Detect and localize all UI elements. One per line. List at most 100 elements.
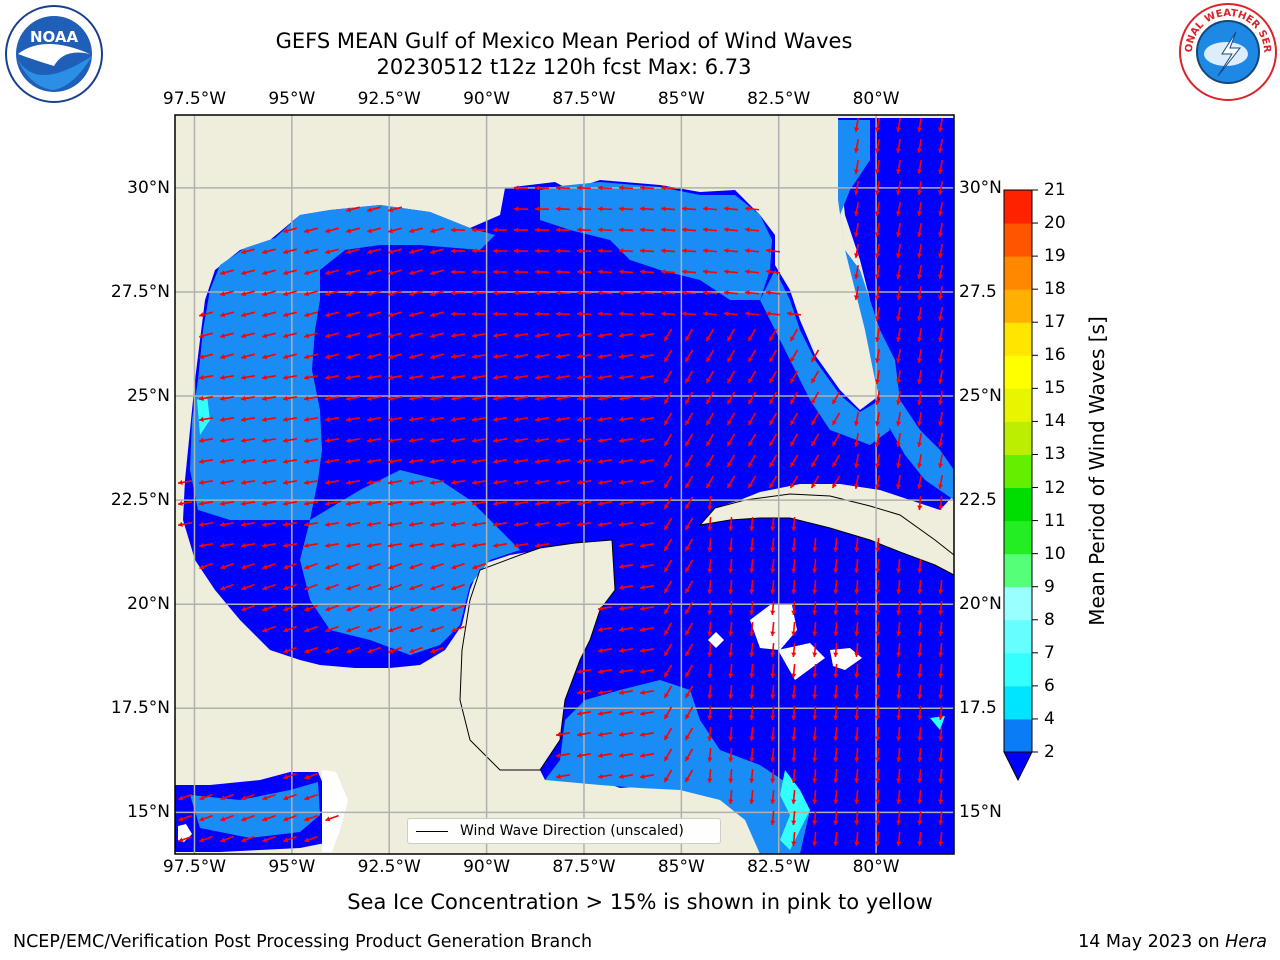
wind-arrow bbox=[618, 416, 634, 423]
lon-tick-label-top: 87.5°W bbox=[552, 89, 616, 109]
wind-arrow bbox=[854, 642, 860, 658]
wind-arrow bbox=[513, 227, 529, 233]
wind-arrow bbox=[853, 264, 860, 280]
wind-arrow bbox=[812, 579, 818, 595]
wind-arrow bbox=[450, 248, 466, 254]
wind-arrow bbox=[241, 269, 255, 276]
wind-arrow bbox=[409, 227, 423, 234]
wind-arrow bbox=[283, 772, 297, 780]
wind-arrow bbox=[408, 458, 424, 465]
wind-arrow bbox=[770, 768, 776, 784]
wind-arrow bbox=[896, 768, 902, 784]
wind-arrow bbox=[917, 831, 923, 847]
wind-arrow bbox=[198, 542, 214, 549]
wind-arrow bbox=[283, 227, 297, 234]
wind-arrow bbox=[555, 458, 571, 465]
wind-arrow bbox=[345, 437, 361, 444]
wind-arrow bbox=[513, 374, 529, 381]
wind-arrow bbox=[240, 479, 256, 486]
wind-arrow bbox=[916, 138, 923, 154]
lon-tick-label-bottom: 97.5°W bbox=[162, 857, 227, 877]
wind-arrow bbox=[684, 559, 694, 573]
wind-arrow bbox=[513, 332, 529, 339]
wind-arrow bbox=[916, 411, 923, 427]
wind-arrow bbox=[451, 604, 465, 612]
wind-arrow bbox=[684, 538, 694, 552]
wind-arrow bbox=[241, 248, 255, 255]
wind-arrow bbox=[707, 642, 713, 658]
wind-arrow bbox=[409, 290, 423, 297]
wind-arrow bbox=[534, 374, 550, 381]
wind-arrow bbox=[768, 328, 778, 342]
wind-arrow bbox=[555, 269, 571, 275]
wind-arrow bbox=[576, 353, 592, 360]
wind-arrow bbox=[768, 349, 778, 363]
wind-arrow bbox=[324, 500, 340, 507]
wind-arrow bbox=[747, 391, 757, 405]
wind-arrow bbox=[346, 604, 360, 612]
wind-arrow bbox=[534, 542, 550, 549]
wind-arrow bbox=[597, 626, 613, 633]
wind-arrow bbox=[325, 248, 339, 255]
wind-arrow bbox=[618, 668, 634, 675]
wind-arrow bbox=[833, 600, 839, 616]
wind-arrow bbox=[471, 395, 487, 402]
wind-arrow bbox=[303, 395, 319, 402]
wind-arrow bbox=[639, 668, 655, 675]
wind-arrow bbox=[430, 269, 444, 276]
wind-arrow bbox=[492, 374, 508, 381]
svg-text:NOAA: NOAA bbox=[30, 28, 79, 46]
wind-arrow bbox=[639, 206, 655, 212]
wind-arrow bbox=[388, 269, 402, 276]
wind-arrow bbox=[853, 117, 860, 133]
wind-arrow bbox=[346, 562, 360, 570]
cyan-patch-ne bbox=[930, 716, 945, 730]
wind-arrow bbox=[747, 412, 757, 426]
wind-arrow bbox=[576, 521, 592, 528]
wind-arrow bbox=[895, 369, 902, 385]
wind-arrow bbox=[684, 412, 694, 426]
wind-arrow bbox=[705, 370, 715, 384]
colorbar-tick-label: 11 bbox=[1044, 510, 1066, 531]
wind-arrow bbox=[707, 495, 713, 511]
wind-arrow bbox=[770, 516, 776, 532]
wind-arrow bbox=[875, 558, 881, 574]
wind-arrow bbox=[663, 559, 673, 573]
wind-arrow bbox=[723, 269, 739, 275]
wind-arrow bbox=[555, 290, 571, 296]
wind-arrow bbox=[555, 773, 571, 780]
wind-arrow bbox=[639, 500, 655, 507]
wind-arrow bbox=[304, 311, 318, 318]
wind-arrow bbox=[768, 433, 778, 447]
wind-arrow bbox=[707, 537, 713, 553]
wind-arrow bbox=[684, 706, 694, 720]
wind-arrow bbox=[304, 353, 318, 360]
wind-arrow bbox=[770, 747, 776, 763]
wind-arrow bbox=[325, 227, 339, 234]
wind-arrow bbox=[937, 264, 944, 280]
wind-arrow bbox=[938, 747, 944, 763]
wind-arrow bbox=[728, 684, 734, 700]
wind-arrow bbox=[408, 395, 424, 402]
coastal-water-south bbox=[300, 470, 520, 655]
wind-arrow bbox=[916, 390, 923, 406]
wind-arrow bbox=[791, 684, 797, 700]
wind-arrow bbox=[367, 562, 381, 570]
wind-arrow bbox=[282, 458, 298, 465]
wind-arrow bbox=[597, 521, 613, 528]
wind-arrow bbox=[749, 789, 755, 805]
wind-arrow bbox=[705, 433, 715, 447]
wind-arrow bbox=[853, 411, 860, 427]
wind-arrow bbox=[240, 500, 256, 507]
wind-arrow bbox=[618, 437, 634, 444]
wind-arrow bbox=[534, 311, 550, 317]
wind-arrow bbox=[917, 768, 923, 784]
wind-arrow bbox=[916, 222, 923, 238]
wind-arrow bbox=[387, 395, 403, 402]
wind-arrow bbox=[917, 621, 923, 637]
wind-arrow bbox=[765, 311, 781, 317]
wind-arrow bbox=[684, 643, 694, 657]
footer-host: Hera bbox=[1225, 932, 1267, 952]
wind-arrow bbox=[219, 500, 235, 507]
wind-arrow bbox=[833, 579, 839, 595]
